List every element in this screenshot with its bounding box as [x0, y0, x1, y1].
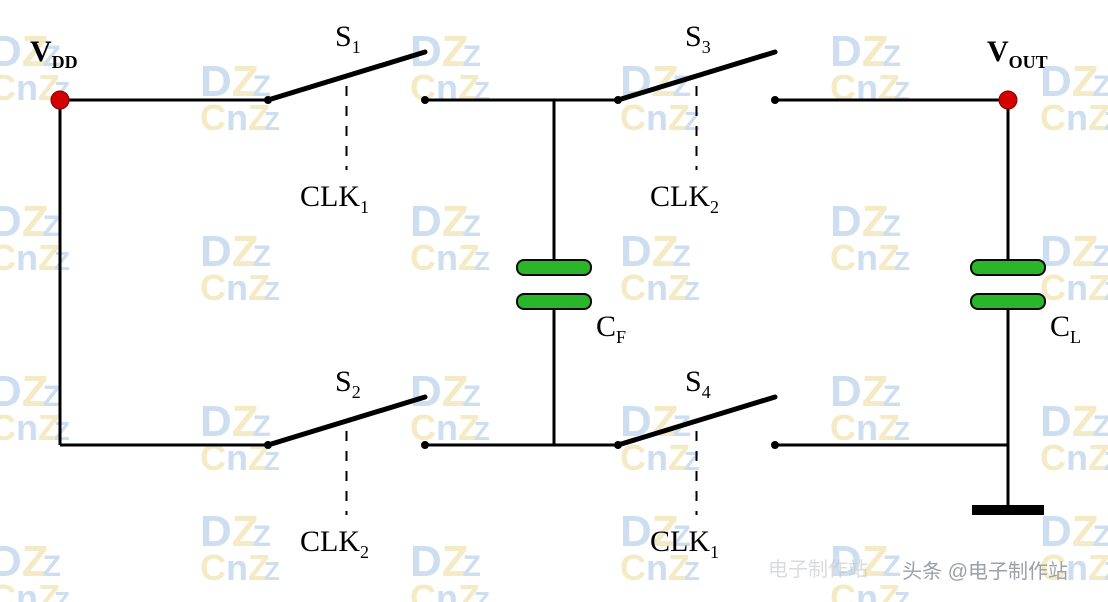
footer-logo: 电子制作站: [768, 553, 868, 582]
circuit-diagram: DZZCnZZDZZCnZZDZZCnZZDZZCnZZDZZCnZZDZZCn…: [0, 0, 1108, 602]
label-clk1-s1: CLK1: [300, 180, 369, 218]
circuit-svg: [0, 0, 1108, 602]
label-s2: S2: [335, 365, 361, 403]
label-s3: S3: [685, 20, 711, 58]
label-clk2-s2: CLK2: [300, 525, 369, 563]
label-s1: S1: [335, 20, 361, 58]
label-cf: CF: [596, 310, 626, 348]
label-s4: S4: [685, 365, 711, 403]
label-vout: VOUT: [987, 35, 1048, 73]
label-clk1-s4: CLK1: [650, 525, 719, 563]
label-cl: CL: [1050, 310, 1081, 348]
label-clk2-s3: CLK2: [650, 180, 719, 218]
footer-source: 头条 @电子制作站: [902, 555, 1068, 584]
label-vdd: VDD: [30, 35, 78, 73]
